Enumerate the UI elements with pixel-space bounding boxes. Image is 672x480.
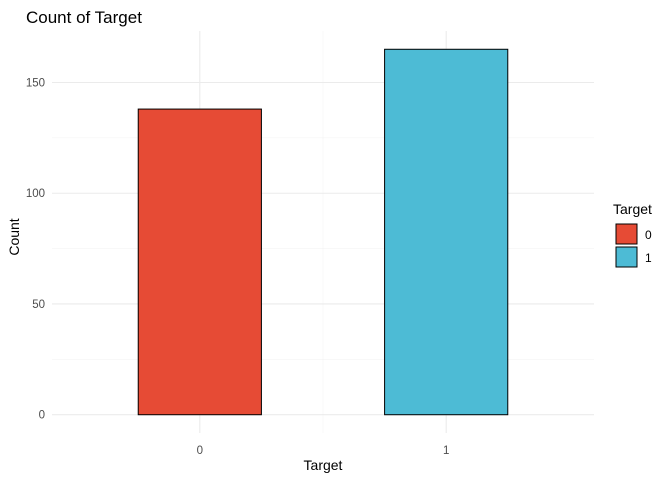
grid-lines [52, 31, 594, 433]
legend: Target 01 [613, 201, 652, 268]
x-axis-title: Target [304, 457, 343, 473]
x-tick-label: 0 [197, 445, 203, 457]
y-tick-label: 100 [26, 188, 45, 200]
bars [137, 48, 509, 416]
legend-label-1: 1 [645, 251, 652, 265]
legend-key-1 [615, 246, 638, 268]
bar-0 [137, 108, 262, 416]
y-tick-label: 150 [26, 77, 45, 89]
chart-title: Count of Target [26, 8, 142, 27]
y-tick-labels: 0 50 100 150 [26, 77, 45, 421]
y-tick-label: 50 [32, 299, 45, 311]
legend-title: Target [613, 201, 652, 217]
legend-label-0: 0 [645, 228, 652, 242]
x-tick-label: 1 [443, 445, 449, 457]
legend-items: 01 [615, 223, 652, 268]
bar-1 [384, 48, 509, 416]
y-axis-title: Count [6, 218, 22, 255]
legend-key-0 [615, 223, 638, 245]
y-tick-label: 0 [39, 410, 45, 422]
